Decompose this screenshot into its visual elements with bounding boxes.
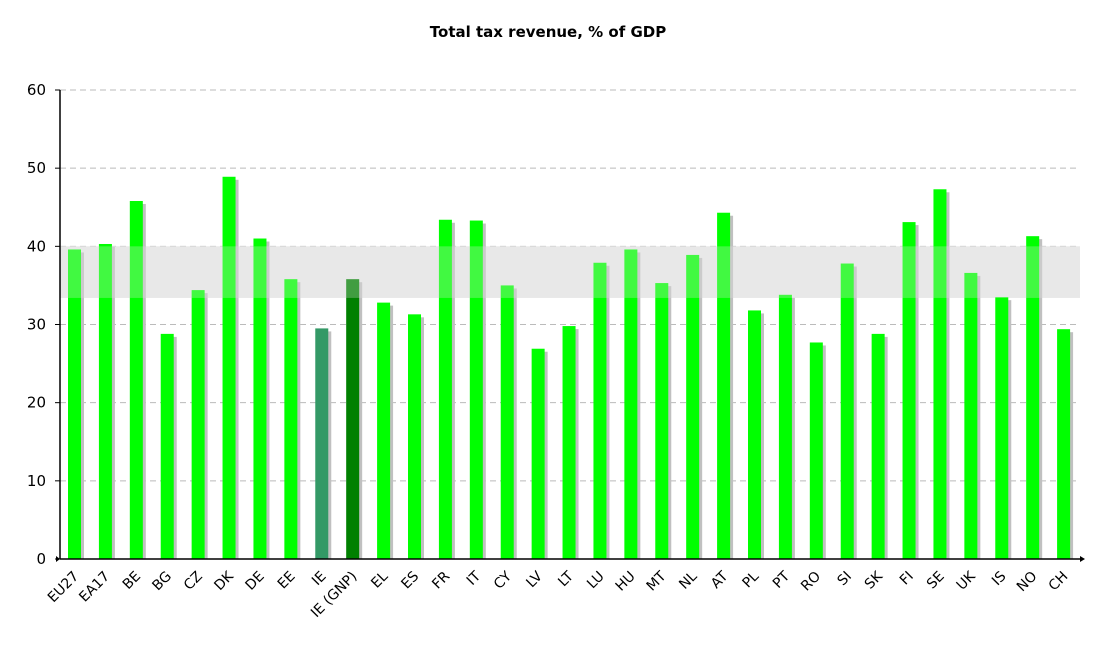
x-tick-label: LT	[555, 568, 577, 590]
bar-ea17	[98, 243, 112, 559]
bar-ie	[315, 328, 329, 559]
x-tick-label: EL	[368, 568, 391, 591]
bar-lu	[593, 262, 607, 559]
bar-be	[129, 200, 143, 559]
bar-at	[717, 212, 731, 559]
x-tick-label: ES	[398, 568, 422, 592]
x-tick-label: MT	[644, 568, 670, 594]
bar-es	[408, 314, 421, 559]
x-tick-label: UK	[954, 568, 980, 594]
bar-cz	[191, 290, 205, 559]
x-tick-label: BE	[120, 569, 144, 593]
origin-arrow-icon	[56, 556, 60, 562]
bar-de	[253, 238, 267, 559]
bar-sk	[871, 333, 885, 559]
y-tick-label: 0	[36, 550, 46, 568]
bar-no	[1026, 236, 1040, 559]
chart-title: Total tax revenue, % of GDP	[430, 23, 666, 41]
reference-band-overlay	[60, 246, 1080, 298]
bar-lt	[562, 326, 576, 559]
x-tick-label: LV	[523, 568, 546, 591]
bar-fi	[902, 222, 916, 559]
bar-eu27	[68, 249, 81, 559]
x-tick-label: LU	[584, 569, 608, 593]
x-tick-label: HU	[613, 569, 639, 595]
y-tick-label: 40	[27, 237, 46, 255]
x-tick-label: SI	[834, 569, 855, 590]
x-tick-label: RO	[798, 569, 824, 595]
y-tick-label: 20	[27, 394, 46, 412]
bar-ch	[1057, 329, 1071, 559]
x-tick-label: EE	[275, 569, 299, 593]
bar-pt	[778, 294, 792, 559]
bar-nl	[686, 254, 700, 559]
y-tick-label: 10	[27, 472, 46, 490]
bar-se	[933, 189, 947, 559]
x-tick-label: IE	[309, 569, 329, 589]
x-tick-label: IS	[989, 568, 1010, 589]
x-tick-label: PL	[739, 568, 762, 591]
bar-el	[377, 302, 391, 559]
bar-si	[840, 263, 854, 559]
bar-hu	[624, 249, 638, 559]
x-tick-label: IT	[464, 568, 485, 589]
bar-uk	[964, 272, 978, 559]
bar-is	[995, 297, 1009, 559]
x-tick-label: NL	[676, 568, 700, 592]
x-tick-label: BG	[149, 569, 175, 595]
bar-mt	[655, 283, 669, 559]
x-tick-label: AT	[708, 568, 732, 592]
x-tick-label: SE	[924, 569, 948, 593]
x-tick-label: FR	[429, 568, 453, 592]
bar-ro	[809, 342, 823, 559]
x-tick-label: DK	[211, 568, 237, 594]
x-tick-label: FI	[897, 569, 917, 589]
y-tick-label: 50	[27, 159, 46, 177]
bar-ee	[284, 279, 298, 559]
y-tick-label: 30	[27, 316, 46, 334]
bar-cy	[500, 285, 514, 559]
x-tick-label: SK	[862, 568, 887, 593]
x-tick-label: EA17	[76, 569, 113, 606]
x-axis-arrow-icon	[1080, 556, 1085, 562]
x-tick-label: CH	[1046, 569, 1072, 595]
x-tick-label: DE	[243, 569, 268, 594]
x-tick-label: CY	[491, 568, 515, 592]
bar-ie-gnp-	[346, 279, 360, 559]
x-tick-label: NO	[1014, 569, 1041, 596]
bar-fr	[438, 219, 452, 560]
x-tick-label: PT	[770, 568, 794, 592]
bar-dk	[222, 176, 236, 559]
x-tick-label: EU27	[45, 569, 82, 606]
bar-lv	[531, 348, 545, 559]
bar-bg	[160, 333, 174, 559]
x-tick-label: CZ	[181, 569, 206, 594]
bar-it	[469, 220, 483, 559]
bar-pl	[748, 310, 761, 559]
y-tick-label: 60	[27, 81, 46, 99]
